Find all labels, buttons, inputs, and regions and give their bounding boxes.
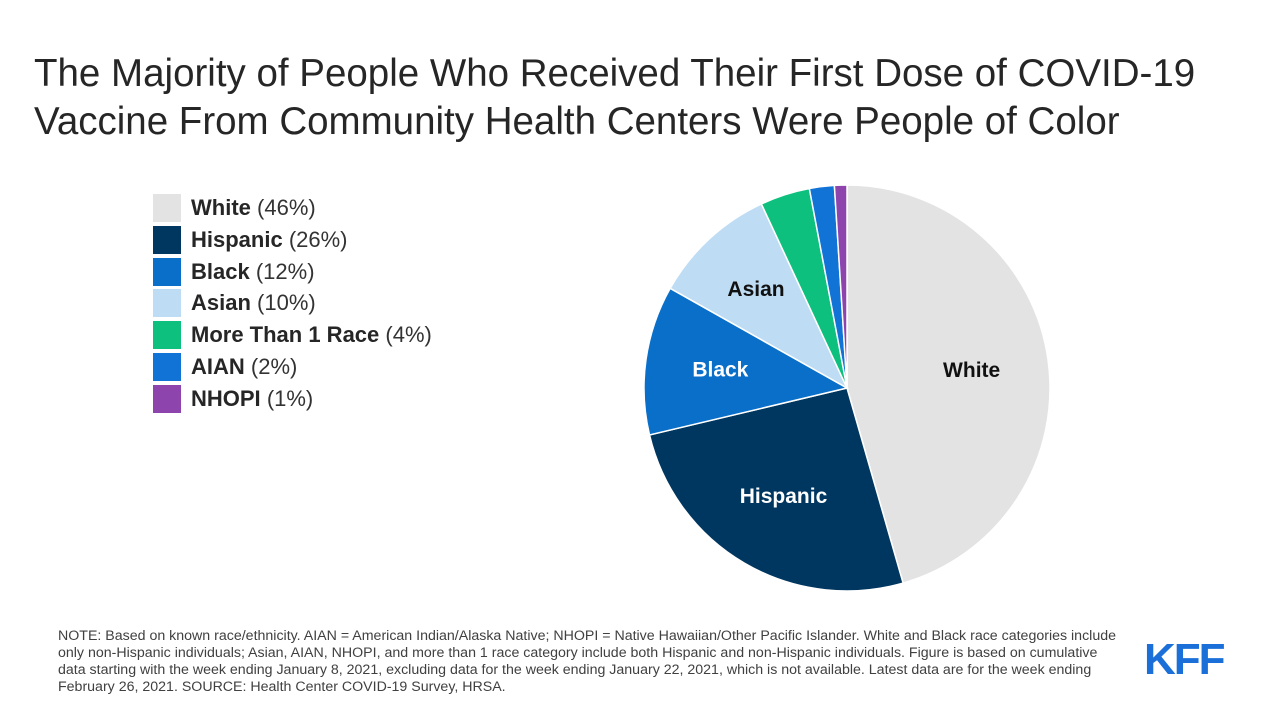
legend-swatch bbox=[153, 225, 181, 254]
legend-percent: (46%) bbox=[257, 195, 316, 220]
legend-label: NHOPI bbox=[191, 385, 261, 411]
pie-label-hispanic: Hispanic bbox=[740, 485, 828, 508]
pie-slice-asian bbox=[669, 202, 849, 390]
legend-percent: (4%) bbox=[385, 322, 432, 348]
legend-text: Hispanic (26%) bbox=[191, 227, 348, 253]
legend-item-asian: Asian (10%) bbox=[153, 289, 432, 318]
legend: White (46%) Hispanic (26%) Black (12%) A… bbox=[153, 194, 432, 417]
legend-percent: (1%) bbox=[266, 385, 314, 411]
legend-item-nhopi: NHOPI (1%) bbox=[153, 384, 432, 413]
legend-swatch bbox=[153, 194, 181, 222]
legend-swatch bbox=[153, 257, 181, 286]
pie-slice-nhopi bbox=[833, 184, 848, 389]
kff-logo: KFF bbox=[1144, 635, 1226, 684]
legend-text: NHOPI (1%) bbox=[191, 386, 313, 412]
legend-label: White bbox=[191, 195, 251, 220]
legend-item-hispanic: Hispanic (26%) bbox=[153, 225, 432, 254]
legend-text: AIAN (2%) bbox=[191, 354, 297, 380]
legend-swatch bbox=[153, 289, 181, 318]
legend-label: More Than 1 Race bbox=[191, 322, 380, 348]
legend-swatch bbox=[153, 352, 181, 381]
legend-swatch bbox=[153, 321, 181, 350]
legend-percent: (26%) bbox=[288, 226, 348, 252]
legend-item-white: White (46%) bbox=[153, 194, 432, 222]
legend-swatch bbox=[153, 384, 181, 413]
pie-label-asian: Asian bbox=[727, 278, 784, 301]
legend-label: Hispanic bbox=[191, 226, 283, 252]
legend-item-aian: AIAN (2%) bbox=[153, 352, 432, 381]
pie-slice-hispanic bbox=[648, 387, 905, 592]
chart-title: The Majority of People Who Received Thei… bbox=[34, 52, 1196, 143]
legend-text: Asian (10%) bbox=[191, 290, 316, 316]
legend-item-black: Black (12%) bbox=[153, 257, 432, 286]
legend-item-more-than-1-race: More Than 1 Race (4%) bbox=[153, 321, 432, 350]
legend-percent: (10%) bbox=[257, 290, 316, 316]
legend-label: AIAN bbox=[191, 353, 245, 379]
legend-percent: (12%) bbox=[255, 258, 315, 284]
legend-percent: (2%) bbox=[250, 353, 298, 379]
footnote: NOTE: Based on known race/ethnicity. AIA… bbox=[58, 628, 1116, 695]
legend-text: More Than 1 Race (4%) bbox=[191, 322, 432, 348]
pie-slice-black bbox=[643, 287, 850, 436]
pie-slice-white bbox=[846, 184, 1051, 585]
legend-text: Black (12%) bbox=[191, 259, 315, 285]
pie-label-white: White bbox=[943, 359, 1000, 382]
legend-label: Black bbox=[191, 258, 250, 284]
pie-label-black: Black bbox=[692, 359, 748, 382]
legend-text: White (46%) bbox=[191, 195, 316, 221]
legend-label: Asian bbox=[191, 290, 251, 316]
